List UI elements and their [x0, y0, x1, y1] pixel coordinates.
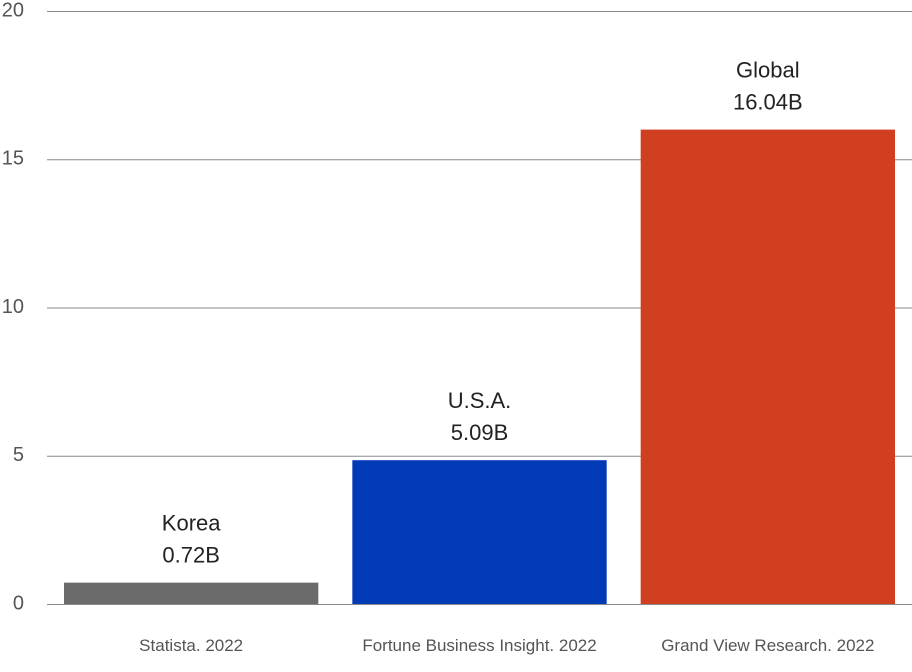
y-tick-label: 15	[2, 148, 24, 170]
bars	[64, 129, 895, 604]
bar-region-label: Global	[736, 58, 800, 83]
bar-data-labels: Korea 0.72B U.S.A. 5.09B Global 16.04B	[162, 58, 803, 568]
x-category-label: Statista. 2022	[139, 636, 243, 655]
y-tick-label: 10	[2, 296, 24, 318]
bar-1	[352, 460, 607, 604]
y-axis-tick-labels: 0 5 10 15 20	[2, 0, 24, 614]
x-axis-category-labels: Statista. 2022 Fortune Business Insight. …	[139, 636, 874, 655]
x-category-label: Grand View Research. 2022	[661, 636, 874, 655]
y-tick-label: 5	[13, 444, 24, 466]
bar-value-label: 5.09B	[451, 420, 509, 445]
bar-0	[64, 582, 319, 604]
bar-region-label: U.S.A.	[448, 388, 512, 413]
y-tick-label: 20	[2, 0, 24, 21]
x-category-label: Fortune Business Insight. 2022	[362, 636, 596, 655]
bar-2	[640, 129, 895, 604]
bar-value-label: 16.04B	[733, 90, 803, 115]
bar-region-label: Korea	[162, 511, 221, 536]
bar-value-label: 0.72B	[162, 543, 220, 568]
y-tick-label: 0	[13, 592, 24, 614]
